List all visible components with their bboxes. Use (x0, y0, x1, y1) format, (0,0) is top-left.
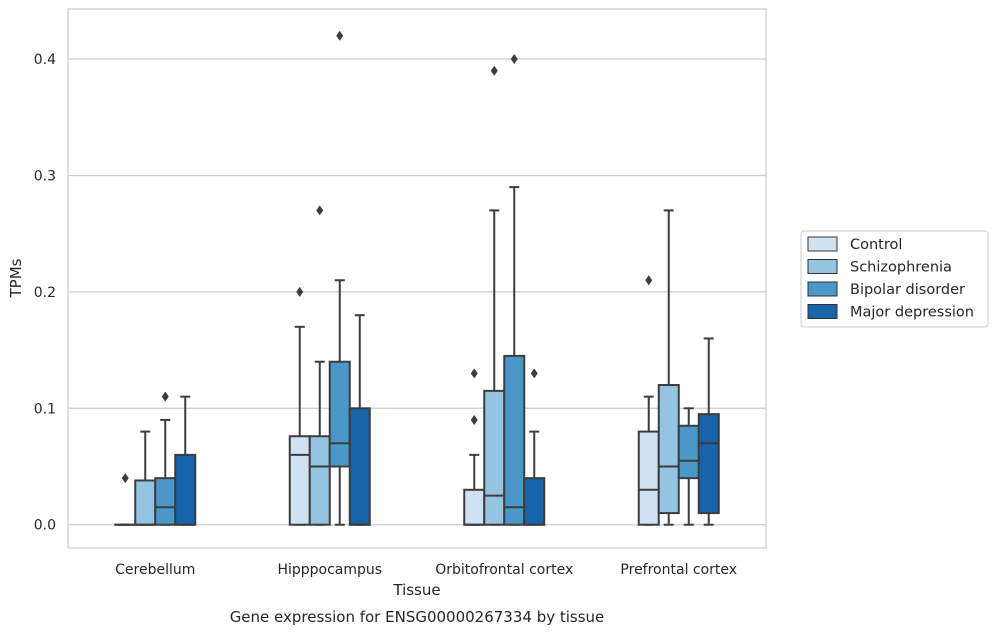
box (483, 65, 506, 526)
box-body (657, 384, 680, 515)
legend-label: Bipolar disorder (850, 282, 965, 298)
outlier-marker (490, 65, 498, 76)
box (174, 395, 197, 526)
box-body (288, 435, 311, 526)
x-tick-label: Prefrontal cortex (620, 562, 737, 578)
x-axis-ticks: Cerebellum Hipppocampus Orbitofrontal cort… (115, 562, 737, 578)
x-tick-label: Hipppocampus (277, 562, 382, 578)
box-body (174, 453, 197, 526)
box (463, 368, 486, 526)
box (114, 473, 137, 526)
legend-label: Schizophrenia (850, 260, 952, 276)
box (657, 209, 680, 526)
box-body (677, 424, 700, 480)
box-body (503, 354, 526, 526)
box-body (523, 477, 546, 526)
legend-entry: Schizophrenia (807, 259, 952, 276)
legend-swatch (807, 236, 838, 252)
box-body (637, 430, 660, 526)
legend-entry: Control (807, 236, 902, 253)
box-body (308, 435, 331, 526)
y-axis-ticks: 0.0 0.1 0.2 0.3 0.4 (34, 52, 56, 534)
box (677, 407, 700, 526)
box-groups (114, 30, 720, 526)
category-group (288, 30, 371, 526)
category-group (637, 209, 720, 526)
box (697, 337, 720, 526)
legend-entry: Bipolar disorder (807, 281, 965, 298)
outlier-marker (470, 414, 478, 425)
y-tick-label: 0.2 (34, 285, 56, 301)
box (503, 54, 526, 526)
y-tick-label: 0.3 (34, 168, 56, 184)
box-body (154, 477, 177, 526)
x-tick-label: Cerebellum (115, 562, 195, 578)
box-body (483, 389, 506, 526)
box-body (463, 488, 486, 526)
box (134, 430, 157, 526)
outlier-marker (296, 286, 304, 297)
y-tick-label: 0.0 (34, 518, 56, 534)
box (328, 30, 351, 526)
box-body (348, 407, 371, 526)
legend-swatch (807, 259, 838, 274)
figure-caption: Gene expression for ENSG00000267334 by t… (230, 608, 605, 626)
box (308, 205, 331, 526)
box-body (697, 413, 720, 515)
outlier-marker (121, 473, 129, 484)
box (154, 391, 177, 526)
x-tick-label: Orbitofrontal cortex (435, 562, 573, 578)
box (523, 368, 546, 526)
legend-frame (800, 230, 989, 328)
outlier-marker (645, 275, 653, 286)
x-axis-label: Tissue (392, 581, 440, 599)
outlier-marker (530, 368, 538, 379)
legend-swatch (807, 281, 838, 297)
box (637, 275, 660, 526)
outlier-marker (510, 54, 518, 65)
y-axis-label: TPMs (7, 258, 25, 298)
legend-label: Major depression (850, 305, 974, 321)
legend-swatch (807, 304, 838, 319)
box-body (328, 360, 351, 468)
box (288, 286, 311, 526)
category-group (463, 54, 546, 526)
outlier-marker (470, 368, 478, 379)
outlier-marker (316, 205, 324, 216)
outlier-marker (161, 391, 169, 402)
category-group (114, 391, 197, 526)
legend-entry: Major depression (807, 304, 974, 321)
plot-area-frame (67, 8, 767, 549)
box (348, 314, 371, 526)
outlier-marker (336, 30, 344, 41)
y-tick-label: 0.4 (34, 52, 56, 68)
y-tick-label: 0.1 (34, 401, 56, 417)
legend-label: Control (850, 237, 902, 253)
box-body (134, 479, 157, 526)
legend: Control Schizophrenia Bipolar disorder Majo… (800, 230, 989, 328)
